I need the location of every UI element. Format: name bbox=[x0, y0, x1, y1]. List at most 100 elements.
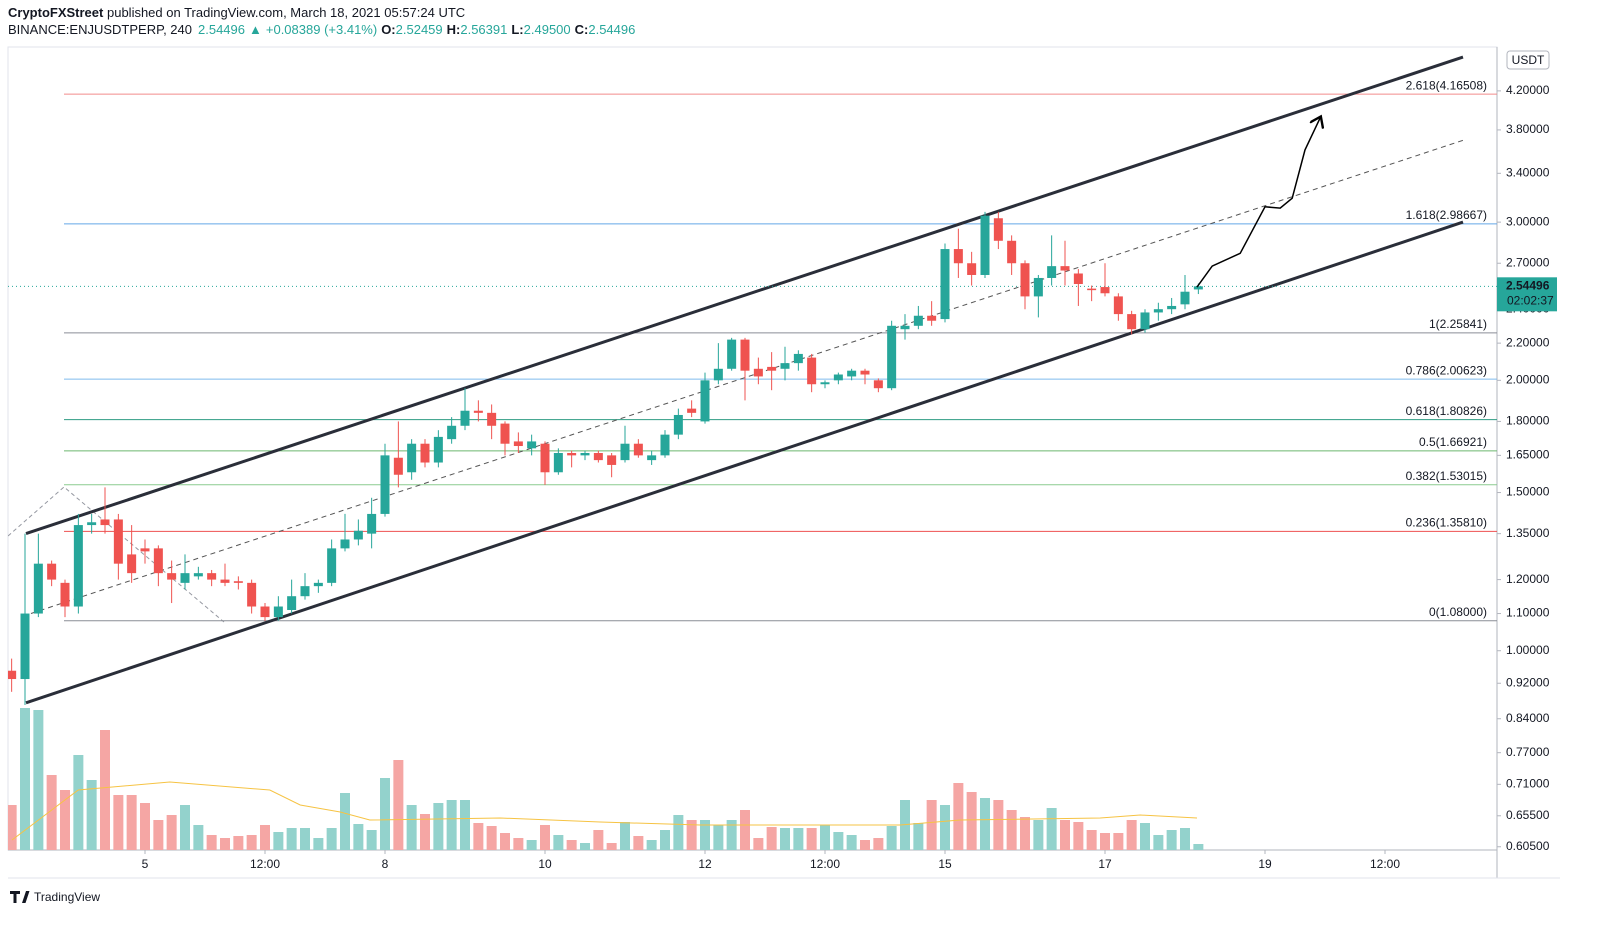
candle-body bbox=[180, 573, 190, 583]
volume-bar bbox=[1180, 828, 1190, 850]
ohlc-key: O: bbox=[381, 22, 395, 37]
candle-body bbox=[660, 434, 670, 456]
fib-label: 0.786(2.00623) bbox=[1406, 363, 1487, 377]
volume-bar bbox=[660, 830, 670, 850]
last-price-box bbox=[1497, 277, 1557, 312]
volume-bar bbox=[913, 823, 924, 850]
candle-body bbox=[727, 339, 737, 369]
volume-bar bbox=[966, 792, 977, 850]
y-tick-label: 0.92000 bbox=[1506, 675, 1550, 689]
candle-body bbox=[940, 249, 950, 320]
candle-body bbox=[313, 582, 323, 587]
volume-bar bbox=[300, 828, 310, 850]
volume-bar bbox=[673, 815, 684, 850]
x-tick-label: 12:00 bbox=[810, 857, 840, 871]
volume-bar bbox=[33, 710, 44, 850]
volume-bar bbox=[540, 825, 550, 850]
candle-body bbox=[73, 525, 83, 607]
volume-bar bbox=[460, 800, 470, 850]
volume-bar bbox=[620, 822, 630, 850]
volume-bar bbox=[793, 828, 804, 850]
volume-bar bbox=[580, 843, 590, 850]
candle-body bbox=[113, 519, 123, 564]
candle-body bbox=[60, 582, 70, 607]
volume-bar bbox=[260, 825, 270, 850]
candle-body bbox=[327, 548, 337, 583]
fib-label: 1(2.25841) bbox=[1429, 317, 1487, 331]
candle-body bbox=[860, 370, 870, 375]
y-tick-label: 0.84000 bbox=[1506, 711, 1550, 725]
candle-body bbox=[753, 368, 763, 377]
volume-bar bbox=[833, 832, 844, 850]
candle-body bbox=[980, 215, 990, 275]
candle-body bbox=[487, 412, 497, 426]
candle-body bbox=[353, 530, 363, 540]
volume-bar bbox=[846, 835, 857, 850]
volume-ma bbox=[11, 781, 1198, 841]
volume-bar bbox=[606, 843, 617, 850]
candle-body bbox=[420, 443, 430, 463]
candle-body bbox=[220, 579, 230, 583]
volume-bar bbox=[433, 803, 444, 850]
volume-bar bbox=[193, 825, 204, 850]
fib-label: 0(1.08000) bbox=[1429, 605, 1487, 619]
volume-bar bbox=[953, 783, 964, 850]
y-tick-label: 1.10000 bbox=[1506, 606, 1550, 620]
x-tick-label: 12 bbox=[698, 857, 712, 871]
y-tick-label: 2.70000 bbox=[1506, 255, 1550, 269]
volume-bar bbox=[406, 805, 417, 850]
candle-body bbox=[913, 315, 923, 326]
channel-line bbox=[25, 55, 1464, 536]
volume-bar bbox=[1126, 820, 1137, 850]
candle-body bbox=[687, 408, 697, 413]
ohlc-value: 2.52459 bbox=[396, 22, 443, 37]
header-line-1: CryptoFXStreet published on TradingView.… bbox=[8, 5, 465, 20]
candle-body bbox=[140, 548, 150, 552]
ohlc-value: 2.49500 bbox=[524, 22, 571, 37]
x-tick-label: 19 bbox=[1258, 857, 1272, 871]
candle-body bbox=[287, 596, 297, 611]
published: published on TradingView.com, March 18, … bbox=[107, 5, 465, 20]
volume-bar bbox=[740, 810, 750, 850]
y-tick-label: 3.80000 bbox=[1506, 122, 1550, 136]
candle-body bbox=[233, 581, 243, 583]
volume-bar bbox=[686, 820, 697, 850]
candle-body bbox=[340, 539, 350, 549]
candle-body bbox=[833, 374, 843, 381]
volume-bar bbox=[153, 820, 164, 850]
ohlc-key: L: bbox=[511, 22, 523, 37]
candle-body bbox=[1153, 309, 1163, 313]
candle-body bbox=[8, 670, 17, 680]
logo-icon bbox=[10, 891, 30, 903]
candle-body bbox=[713, 368, 723, 381]
volume-bar bbox=[206, 835, 217, 850]
candle-body bbox=[260, 606, 270, 618]
axes: 4.200003.800003.400003.000002.700002.400… bbox=[142, 78, 1557, 871]
candle-body bbox=[207, 573, 217, 580]
volume-bar bbox=[980, 798, 990, 850]
volume-bar bbox=[926, 800, 937, 850]
volume-bar bbox=[513, 838, 524, 850]
header-line-2: BINANCE:ENJUSDTPERP, 240 2.54496 ▲ +0.08389… bbox=[8, 22, 635, 37]
countdown: 02:02:37 bbox=[1507, 293, 1554, 307]
volume-bar bbox=[1086, 830, 1097, 850]
fib-label: 2.618(4.16508) bbox=[1406, 78, 1487, 92]
volume-bar bbox=[86, 780, 97, 850]
candle-body bbox=[167, 573, 177, 580]
candle-body bbox=[593, 453, 603, 461]
volume-bar bbox=[633, 836, 644, 850]
candle-body bbox=[767, 366, 777, 371]
volume-bar bbox=[726, 820, 737, 850]
candle-body bbox=[793, 353, 803, 364]
candle-body bbox=[1060, 266, 1070, 271]
fib-label: 0.5(1.66921) bbox=[1419, 435, 1487, 449]
candle-body bbox=[47, 563, 57, 580]
candle-body bbox=[1087, 288, 1097, 291]
volume-bar bbox=[180, 805, 190, 850]
volume-bar bbox=[860, 840, 870, 850]
candle-body bbox=[460, 410, 470, 426]
candle-body bbox=[407, 443, 417, 473]
y-tick-label: 3.40000 bbox=[1506, 165, 1550, 179]
